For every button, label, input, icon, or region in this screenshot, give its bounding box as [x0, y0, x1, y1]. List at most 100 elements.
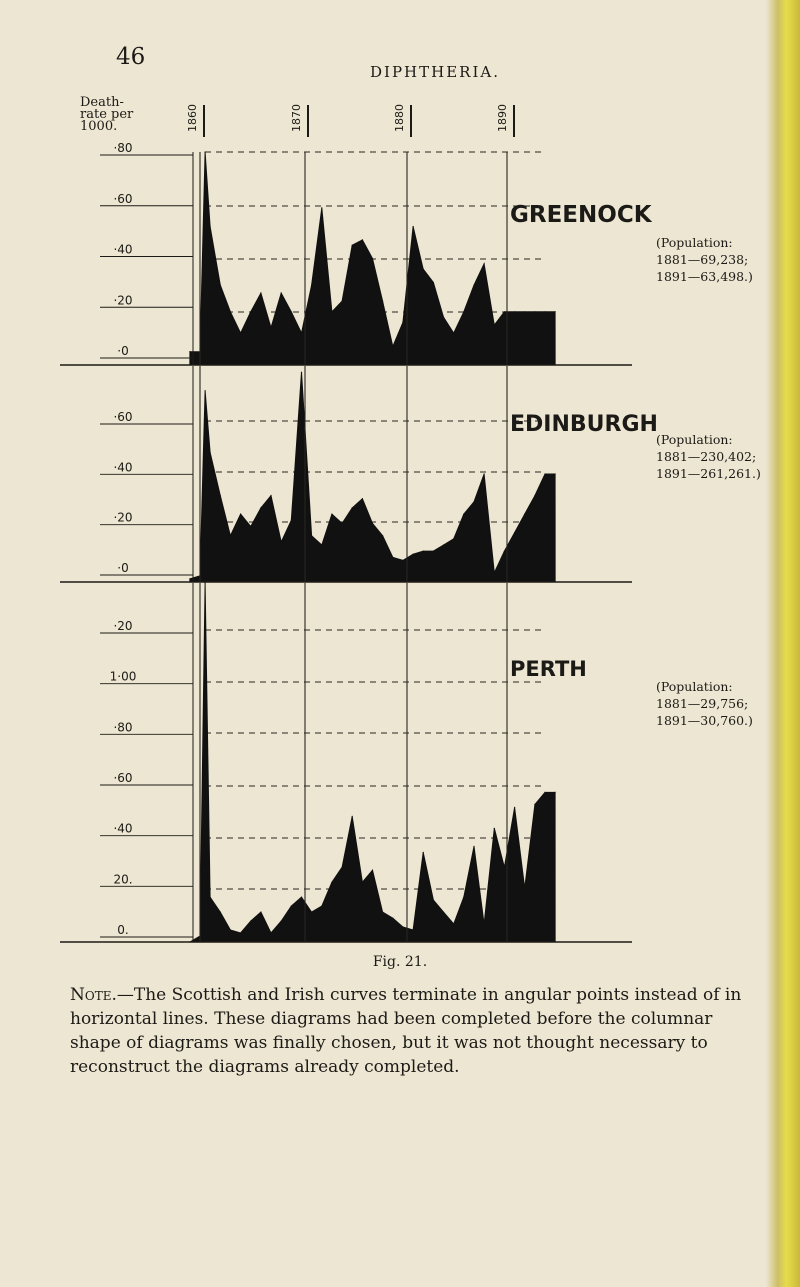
- data-point: [341, 300, 343, 302]
- running-title: DIPHTHERIA.: [370, 63, 500, 81]
- data-point: [534, 495, 536, 497]
- data-point: [493, 572, 495, 574]
- data-point: [371, 257, 374, 260]
- data-point: [514, 311, 516, 313]
- y-axis-title: rate per: [80, 107, 134, 122]
- figure-caption: Fig. 21.: [372, 954, 428, 970]
- data-point: [473, 845, 475, 847]
- data-point: [453, 332, 455, 334]
- data-point: [361, 498, 363, 500]
- data-point: [524, 513, 526, 515]
- data-point: [270, 327, 272, 329]
- data-point: [300, 371, 303, 373]
- data-point: [331, 311, 333, 313]
- data-point: [442, 316, 445, 318]
- population-line: (Population:: [656, 679, 733, 694]
- data-point: [209, 896, 211, 898]
- note-text: —The Scottish and Irish curves terminate…: [70, 985, 742, 1077]
- data-point: [503, 866, 505, 868]
- data-point: [554, 791, 556, 794]
- data-point: [311, 911, 313, 913]
- x-tick-label: 1890: [496, 104, 509, 132]
- population-line: (Population:: [656, 235, 733, 250]
- data-point: [483, 473, 485, 475]
- data-point: [402, 321, 404, 323]
- population-line: 1891—261,261.): [656, 466, 761, 481]
- population-line: 1891—30,760.): [656, 713, 753, 728]
- data-point: [422, 851, 424, 853]
- data-point: [392, 917, 394, 919]
- data-point: [260, 507, 262, 509]
- data-point: [229, 535, 231, 537]
- page-number: 46: [116, 44, 146, 70]
- data-point: [219, 911, 221, 913]
- series-area: [189, 582, 556, 943]
- y-tick-label: ·60: [113, 771, 132, 785]
- data-point: [189, 351, 191, 353]
- figure-note: Note.—The Scottish and Irish curves term…: [70, 983, 742, 1079]
- data-point: [331, 513, 333, 515]
- data-point: [371, 869, 374, 871]
- data-point: [493, 827, 495, 829]
- data-point: [493, 324, 495, 326]
- x-tick-label: 1860: [186, 104, 199, 132]
- data-point: [524, 311, 526, 313]
- data-point: [240, 932, 242, 934]
- data-point: [412, 553, 414, 555]
- y-axis-title: 1000.: [80, 119, 117, 134]
- panel-label: EDINBURGH: [510, 412, 658, 437]
- y-tick-label: ·20: [113, 293, 132, 307]
- data-point: [240, 513, 242, 515]
- data-point: [250, 525, 252, 528]
- data-point: [300, 332, 303, 334]
- y-tick-label: ·40: [113, 822, 132, 836]
- data-point: [402, 926, 404, 928]
- data-point: [219, 495, 221, 497]
- y-tick-label: ·20: [113, 511, 132, 525]
- x-tick-label: 1870: [290, 104, 303, 132]
- data-point: [351, 815, 353, 818]
- data-point: [534, 803, 536, 806]
- panel-edinburgh: ·60 ·40 ·20 ·0 EDINBURGH: [60, 366, 658, 583]
- data-point: [392, 556, 394, 558]
- data-point: [463, 896, 465, 898]
- data-point: [442, 911, 445, 913]
- data-point: [341, 866, 343, 868]
- data-point: [189, 578, 191, 580]
- series-area: [189, 372, 556, 583]
- data-point: [209, 451, 211, 453]
- population-line: 1881—69,238;: [656, 252, 749, 267]
- greenock-population: (Population: 1881—69,238; 1891—63,498.): [656, 234, 753, 285]
- data-point: [503, 550, 505, 552]
- data-point: [219, 284, 221, 286]
- data-point: [402, 559, 404, 562]
- y-tick-label: ·0: [117, 561, 128, 575]
- data-point: [341, 522, 343, 525]
- data-point: [432, 550, 434, 552]
- data-point: [524, 887, 526, 889]
- data-point: [412, 929, 414, 931]
- data-point: [544, 473, 546, 475]
- data-point: [260, 292, 262, 294]
- data-point: [204, 582, 206, 584]
- data-point: [321, 207, 323, 209]
- data-point: [270, 495, 272, 497]
- population-line: (Population:: [656, 432, 733, 447]
- data-point: [321, 544, 323, 546]
- population-line: 1881—29,756;: [656, 696, 749, 711]
- data-point: [422, 268, 424, 270]
- y-tick-label: ·20: [113, 619, 132, 633]
- data-point: [382, 535, 384, 537]
- data-point: [240, 332, 242, 334]
- y-tick-label: 1·00: [110, 670, 137, 684]
- data-point: [382, 911, 384, 913]
- note-lead: Note.: [70, 985, 117, 1005]
- data-point: [204, 151, 206, 153]
- data-point: [453, 923, 455, 925]
- population-line: 1881—230,402;: [656, 449, 757, 464]
- data-point: [554, 473, 556, 475]
- data-point: [300, 896, 303, 898]
- data-point: [361, 239, 363, 241]
- data-point: [204, 390, 206, 392]
